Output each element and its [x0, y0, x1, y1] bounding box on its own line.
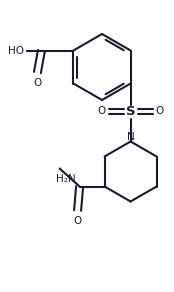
- Text: O: O: [156, 107, 164, 117]
- Text: O: O: [97, 107, 106, 117]
- Text: N: N: [127, 131, 135, 142]
- Text: H₂N: H₂N: [56, 173, 76, 183]
- Text: HO: HO: [8, 46, 24, 55]
- Text: S: S: [126, 105, 135, 118]
- Text: O: O: [73, 215, 82, 225]
- Text: O: O: [33, 77, 42, 88]
